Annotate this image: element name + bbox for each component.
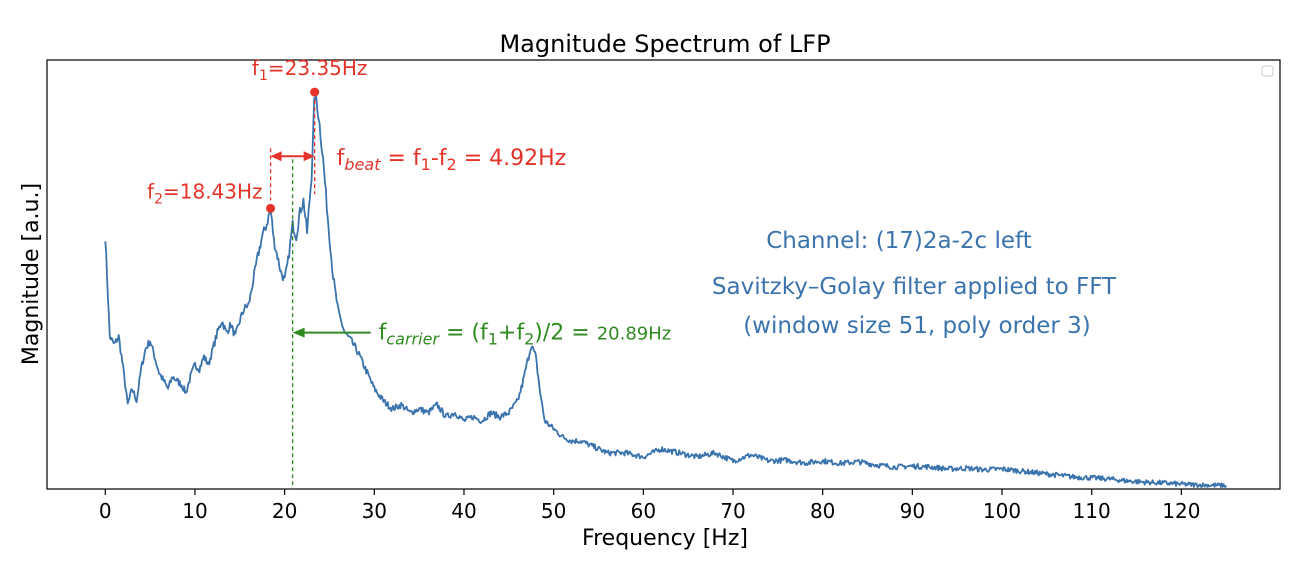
info-filter: Savitzky–Golay filter applied to FFT: [712, 274, 1117, 300]
carrier-label-sub1: 1: [488, 330, 498, 349]
x-tick-label: 10: [182, 499, 207, 523]
beat-arrow-head-right: [303, 151, 315, 162]
info-params: (window size 51, poly order 3): [743, 313, 1091, 339]
x-tick-label: 60: [631, 499, 656, 523]
beat-label-sub1: 1: [421, 155, 431, 174]
beat-label-mid1: = f: [381, 146, 422, 171]
legend-box: [1261, 65, 1274, 77]
info-text-block: Channel: (17)2a-2c left Savitzky–Golay f…: [712, 228, 1117, 339]
carrier-annotation: fcarrier = (f1+f2)/2 = 20.89Hz: [291, 159, 672, 489]
carrier-label: fcarrier = (f1+f2)/2 = 20.89Hz: [379, 321, 672, 349]
carrier-label-sub2: 2: [524, 330, 534, 349]
x-tick-label: 110: [1073, 499, 1111, 523]
chart-title: Magnitude Spectrum of LFP: [499, 30, 830, 58]
peak-f2-label-f: f: [147, 179, 155, 203]
peak-f2-label-value: =18.43Hz: [163, 179, 263, 203]
carrier-label-mid2: +f: [498, 321, 525, 346]
carrier-label-f: f: [379, 321, 388, 346]
carrier-arrow-head: [292, 327, 305, 338]
x-axis-ticks: 0 10 20 30 40 50 60 70 80 90 100 110 120: [99, 489, 1200, 523]
x-tick-label: 50: [541, 499, 566, 523]
peak-f1-marker: [310, 87, 320, 97]
x-tick-label: 100: [983, 499, 1021, 523]
peak-f2-marker: [266, 203, 276, 213]
carrier-label-value: 20.89Hz: [597, 324, 672, 345]
beat-label-sub: beat: [344, 155, 381, 174]
carrier-label-sub: carrier: [386, 330, 440, 349]
x-tick-label: 20: [272, 499, 297, 523]
x-tick-label: 0: [99, 499, 112, 523]
beat-annotation: fbeat = f1-f2 = 4.92Hz: [269, 100, 567, 201]
x-tick-label: 70: [720, 499, 745, 523]
peak-f2-label: f2=18.43Hz: [147, 179, 263, 207]
beat-label-mid2: -f: [431, 146, 448, 171]
beat-label-value: = 4.92Hz: [457, 146, 567, 171]
peak-f2-label-sub: 2: [154, 191, 163, 207]
carrier-label-mid3: )/2 =: [534, 321, 596, 346]
peak-f1-label-value: =23.35Hz: [268, 56, 368, 80]
x-tick-label: 80: [810, 499, 835, 523]
x-axis-label: Frequency [Hz]: [582, 526, 748, 551]
peak-f1-label: f1=23.35Hz: [252, 56, 368, 84]
x-tick-label: 120: [1162, 499, 1200, 523]
x-tick-label: 40: [451, 499, 476, 523]
info-channel: Channel: (17)2a-2c left: [766, 228, 1032, 254]
beat-arrow-head-left: [270, 151, 282, 162]
peak-f1-label-sub: 1: [259, 68, 268, 84]
beat-label: fbeat = f1-f2 = 4.92Hz: [337, 146, 567, 174]
beat-label-f: f: [337, 146, 346, 171]
carrier-label-mid: = (f: [439, 321, 489, 346]
x-tick-label: 90: [900, 499, 925, 523]
plot-area: [46, 59, 1281, 490]
y-axis-label: Magnitude [a.u.]: [19, 183, 44, 365]
peak-markers: f1=23.35Hz f2=18.43Hz: [147, 56, 367, 213]
peak-f1-label-f: f: [252, 56, 260, 80]
x-tick-label: 30: [362, 499, 387, 523]
beat-label-sub2: 2: [447, 155, 457, 174]
